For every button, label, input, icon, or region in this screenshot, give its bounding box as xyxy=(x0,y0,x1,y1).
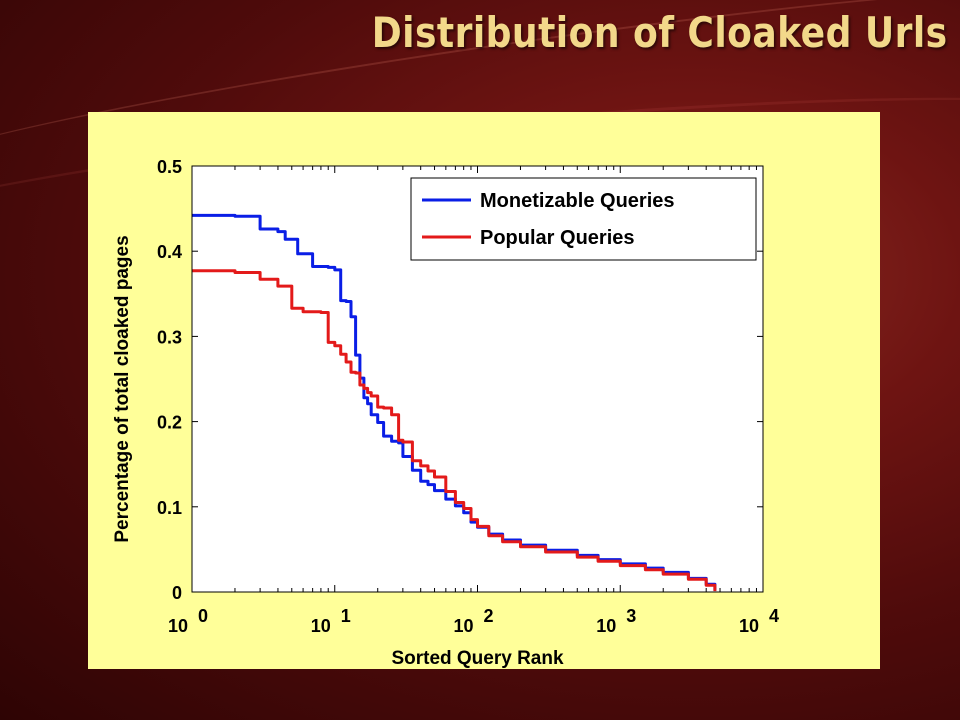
x-tick-label: 10 2 xyxy=(453,606,493,636)
y-tick-label: 0 xyxy=(172,583,182,603)
x-axis-label: Sorted Query Rank xyxy=(391,648,564,669)
x-tick-label-base: 10 xyxy=(168,616,188,636)
x-tick-label: 10 0 xyxy=(168,606,208,636)
legend: Monetizable Queries Popular Queries xyxy=(410,177,757,261)
legend-entry-label: Monetizable Queries xyxy=(480,190,675,212)
y-tick-label: 0.2 xyxy=(157,413,182,433)
y-tick-label: 0.1 xyxy=(157,498,182,518)
x-tick-label-exponent: 1 xyxy=(341,606,351,626)
chart: 0 0.1 0.2 0.3 0.4 0.5 10 0 10 1 10 2 10 3 10 4 Sorted Q… xyxy=(112,157,779,669)
y-tick-label: 0.5 xyxy=(157,157,182,177)
legend-box xyxy=(410,177,757,261)
x-tick-label-base: 10 xyxy=(596,616,616,636)
x-tick-label-base: 10 xyxy=(453,616,473,636)
y-axis-label: Percentage of total cloaked pages xyxy=(112,235,133,542)
y-tick-label: 0.3 xyxy=(157,327,182,347)
x-tick-label-exponent: 2 xyxy=(484,606,494,626)
x-tick-label-exponent: 3 xyxy=(626,606,636,626)
x-tick-label-exponent: 0 xyxy=(198,606,208,626)
x-tick-label-base: 10 xyxy=(311,616,331,636)
x-tick-label: 10 1 xyxy=(311,606,351,636)
slide-title: Distribution of Cloaked Urls xyxy=(372,8,948,57)
legend-entry-label: Popular Queries xyxy=(480,227,635,249)
x-tick-label: 10 4 xyxy=(739,606,779,636)
series-line-popular xyxy=(192,269,717,592)
x-tick-label-base: 10 xyxy=(739,616,759,636)
x-tick-label: 10 3 xyxy=(596,606,636,636)
y-tick-label: 0.4 xyxy=(157,242,182,262)
x-tick-label-exponent: 4 xyxy=(769,606,779,626)
chart-panel: 0 0.1 0.2 0.3 0.4 0.5 10 0 10 1 10 2 10 3 10 4 Sorted Q… xyxy=(88,112,880,669)
